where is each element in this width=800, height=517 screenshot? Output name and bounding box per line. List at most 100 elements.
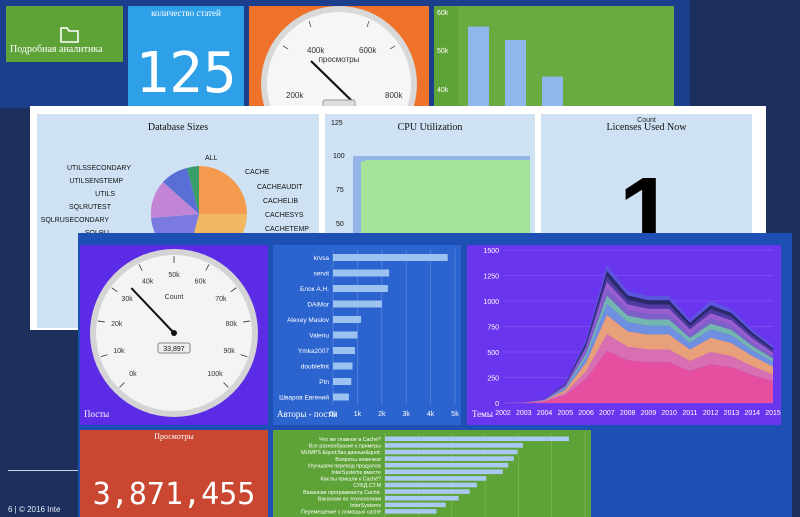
views-gauge-tick: 600k bbox=[359, 46, 377, 55]
topics-x-tick: 2014 bbox=[744, 410, 760, 417]
pie-label: CACHE bbox=[245, 169, 270, 176]
count-gauge-tick-mark bbox=[100, 354, 108, 358]
authors-label: Valeriu bbox=[309, 333, 329, 340]
authors-bar bbox=[333, 254, 448, 261]
slide-footer-line bbox=[8, 470, 78, 471]
cpu-y-tick: 75 bbox=[336, 187, 344, 194]
pie-slice bbox=[187, 166, 199, 214]
questions-label: Как вы пришли к Caché? bbox=[320, 477, 381, 483]
authors-bar bbox=[333, 285, 388, 292]
topics-x-tick: 2009 bbox=[641, 410, 657, 417]
count-gauge-tick: 90k bbox=[224, 348, 236, 355]
questions-bar bbox=[385, 456, 514, 461]
count-gauge-tick: 20k bbox=[111, 321, 123, 328]
topics-y-tick: 1500 bbox=[483, 248, 499, 255]
topics-y-tick: 1250 bbox=[483, 274, 499, 281]
authors-x-tick: 2k bbox=[378, 411, 386, 418]
count-gauge-tick: 60k bbox=[195, 278, 207, 285]
licenses-title: Licenses Used Now bbox=[606, 122, 687, 133]
authors-bar bbox=[333, 393, 349, 401]
pie-label: UTILSENSTEMP bbox=[69, 178, 123, 185]
topics-x-tick: 2008 bbox=[620, 410, 636, 417]
topics-x-tick: 2007 bbox=[599, 410, 615, 417]
views-total-tile: Просмотры 3,871,455 bbox=[80, 430, 268, 517]
articles-count-title: количество статей bbox=[151, 8, 221, 18]
authors-bar bbox=[333, 316, 362, 323]
pie-label: UTILS bbox=[95, 191, 115, 198]
top-bar bbox=[468, 26, 489, 108]
questions-label: MUMPS &quot;баз данных&quot; bbox=[301, 450, 381, 456]
views-gauge-label: просмотры bbox=[319, 55, 360, 64]
pie-slice bbox=[150, 182, 199, 218]
count-gauge-tick-mark bbox=[230, 287, 237, 293]
articles-count-value: 125 bbox=[135, 44, 237, 104]
authors-label: Шваров Евгений bbox=[279, 394, 329, 402]
views-gauge-tick: 800k bbox=[385, 91, 403, 100]
analytics-tile-label: Подробная аналитика bbox=[10, 44, 103, 55]
questions-bar bbox=[385, 476, 487, 481]
topics-area-chart: 0 250 500 750 1000 1250 1500 2002 2003 2004 2005 20… bbox=[483, 248, 781, 417]
analytics-tile[interactable]: Подробная аналитика bbox=[6, 6, 123, 62]
count-gauge-label: Count bbox=[165, 294, 184, 301]
topics-x-tick: 2015 bbox=[765, 410, 781, 417]
topics-x-tick: 2010 bbox=[661, 410, 677, 417]
topics-area-series bbox=[503, 350, 773, 403]
count-gauge-tick: 70k bbox=[215, 296, 227, 303]
topics-x-tick: 2002 bbox=[495, 410, 511, 417]
pie-label: CACHESYS bbox=[265, 212, 304, 219]
top-bar-y-tick: 60k bbox=[437, 10, 449, 17]
topics-y-tick: 1000 bbox=[483, 299, 499, 306]
count-gauge-tick: 50k bbox=[168, 272, 180, 279]
top-bar bbox=[505, 40, 526, 108]
authors-bar bbox=[333, 347, 355, 354]
count-gauge-tick: 80k bbox=[226, 321, 238, 328]
views-gauge-needle bbox=[310, 60, 354, 103]
authors-bar bbox=[333, 331, 358, 339]
authors-label: DAiMor bbox=[307, 302, 330, 309]
cpu-y-tick: 100 bbox=[333, 153, 345, 160]
questions-bar bbox=[385, 436, 569, 442]
questions-label: Вакансии по технологиям bbox=[318, 496, 382, 502]
views-gauge-tick: 400k bbox=[307, 46, 325, 55]
top-bar-chart-tile: 60k 50k 40k bbox=[434, 6, 674, 108]
authors-label: Ymka2007 bbox=[298, 348, 329, 355]
cpu-title: CPU Utilization bbox=[397, 122, 463, 133]
count-gauge-tile: 0k 10k 20k 30k 40k 50k 60k 70k 80k 90k 100k Count … bbox=[80, 245, 268, 425]
questions-label: Вакансии программиста Caché. bbox=[303, 490, 381, 496]
topics-y-tick: 250 bbox=[487, 376, 499, 383]
topics-caption: Темы bbox=[472, 409, 493, 419]
count-gauge-tick-mark bbox=[243, 320, 251, 323]
count-gauge-tick-mark bbox=[138, 264, 143, 271]
questions-label: InterSystems bbox=[350, 503, 381, 509]
count-gauge-tick-mark bbox=[97, 320, 105, 323]
authors-bar bbox=[333, 300, 382, 308]
topics-tile: 0 250 500 750 1000 1250 1500 2002 2003 2004 2005 20… bbox=[467, 245, 781, 425]
authors-label: Alexey Maslov bbox=[287, 317, 330, 324]
views-gauge-tick: 200k bbox=[286, 91, 304, 100]
pie-label: UTILSSECONDARY bbox=[67, 165, 131, 172]
topics-y-tick: 0 bbox=[495, 401, 499, 408]
topics-y-tick: 750 bbox=[487, 325, 499, 332]
count-gauge-caption: Посты bbox=[84, 409, 110, 419]
topics-x-tick: 2006 bbox=[578, 410, 594, 417]
top-bar-y-tick: 40k bbox=[437, 87, 449, 94]
views-total-value: 3,871,455 bbox=[92, 478, 256, 512]
pie-label: SQLRUTEST bbox=[69, 204, 112, 211]
questions-label: Улучшаем перевод продуктов bbox=[307, 463, 381, 469]
questions-bar bbox=[385, 495, 459, 501]
cpu-y-tick: 50 bbox=[336, 221, 344, 228]
questions-bar-chart: Что же главное в Caché?Все разнообразие … bbox=[301, 433, 586, 517]
count-gauge-tick: 30k bbox=[121, 296, 133, 303]
authors-x-tick: 3k bbox=[402, 411, 410, 418]
topics-y-tick: 500 bbox=[487, 350, 499, 357]
questions-bar bbox=[385, 469, 503, 475]
pie-label: CACHETEMP bbox=[265, 226, 309, 233]
questions-bar bbox=[385, 502, 446, 508]
questions-label: Что же главное в Caché? bbox=[319, 437, 381, 443]
questions-bar bbox=[385, 449, 518, 455]
topics-x-tick: 2004 bbox=[537, 410, 553, 417]
count-gauge-tick-mark bbox=[240, 354, 248, 358]
questions-label: Перемещение с помощью caché bbox=[301, 510, 381, 516]
views-gauge-tile: 200k 400k 600k 800k просмотры bbox=[249, 6, 429, 108]
